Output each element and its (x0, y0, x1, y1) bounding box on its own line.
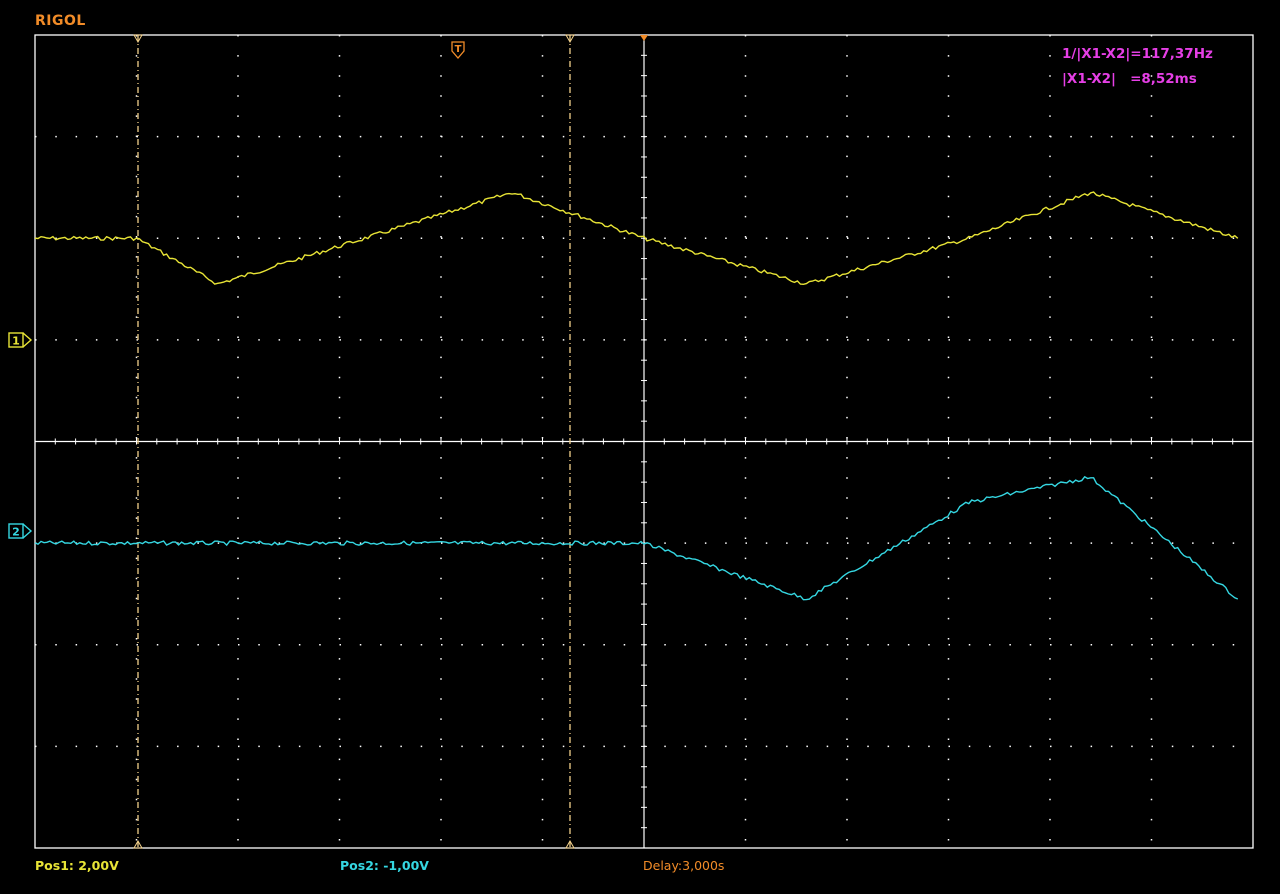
cursor-bottom-marker (133, 839, 143, 849)
cursor-frequency-readout: 1/|X1-X2|=117,37Hz (1062, 46, 1213, 62)
time-cursors (133, 34, 575, 849)
ch2-position-readout: Pos2: -1,00V (340, 858, 429, 873)
trigger-label: T (455, 44, 462, 55)
ch2-marker-arrow (22, 523, 33, 539)
delay-readout: Delay:3,000s (643, 858, 725, 873)
channel-markers: T 1 2 (8, 35, 648, 539)
trigger-position-marker (451, 41, 465, 59)
cursor-delta-readout: |X1-X2| =8,52ms (1062, 71, 1197, 87)
brand-logo: RIGOL (35, 13, 86, 29)
center-trigger-marker (640, 35, 648, 41)
cursor-bottom-marker (565, 839, 575, 849)
ch1-position-readout: Pos1: 2,00V (35, 858, 119, 873)
ch1-marker-label: 1 (12, 335, 20, 348)
ch2-marker-label: 2 (12, 526, 20, 539)
cursor-top-marker (133, 34, 143, 44)
ch2-trace (34, 475, 1239, 601)
graticule-grid (34, 34, 1254, 849)
ch1-marker-arrow (22, 332, 33, 348)
waveform-traces (34, 191, 1239, 601)
cursor-top-marker (565, 34, 575, 44)
ch2-marker-box (8, 523, 24, 539)
ch1-marker-box (8, 332, 24, 348)
ch1-trace (34, 191, 1239, 286)
